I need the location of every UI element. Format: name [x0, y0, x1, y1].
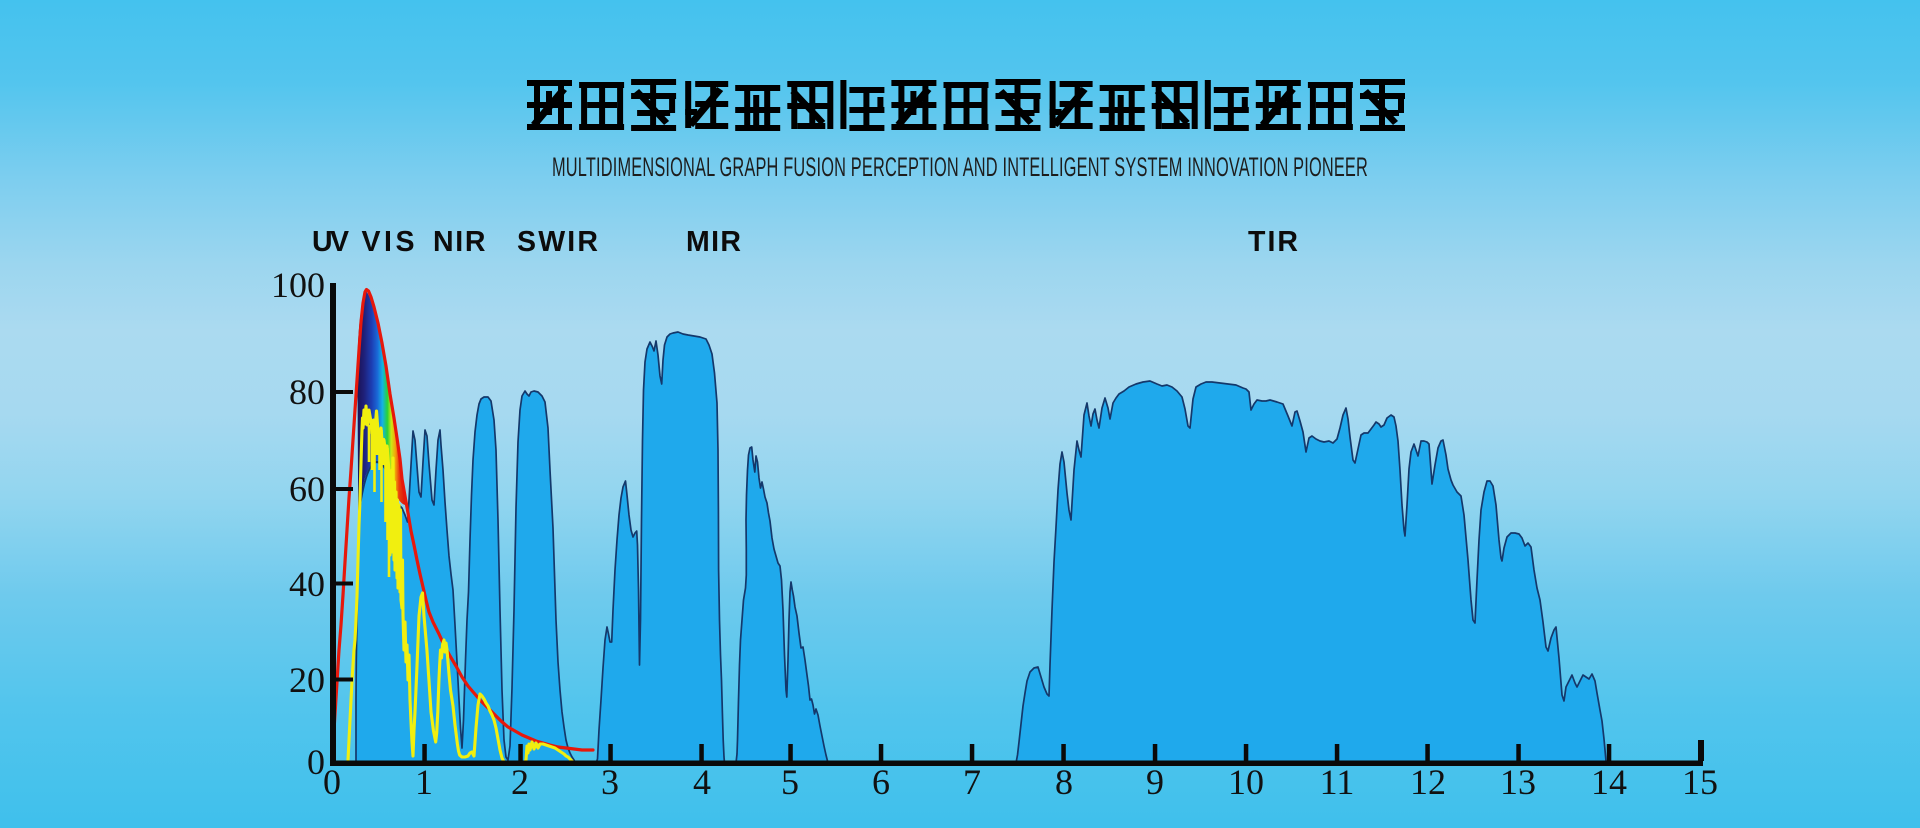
- svg-text:SWIR: SWIR: [517, 226, 599, 258]
- svg-text:3: 3: [601, 762, 619, 802]
- svg-text:20: 20: [289, 660, 325, 700]
- svg-text:5: 5: [781, 762, 799, 802]
- svg-text:9: 9: [1146, 762, 1164, 802]
- svg-text:0: 0: [323, 762, 341, 802]
- svg-text:10: 10: [1228, 762, 1264, 802]
- svg-text:2: 2: [511, 762, 529, 802]
- svg-text:NIR: NIR: [433, 226, 487, 258]
- svg-text:VIS: VIS: [362, 226, 416, 258]
- svg-text:12: 12: [1410, 762, 1446, 802]
- svg-text:7: 7: [963, 762, 981, 802]
- svg-text:40: 40: [289, 564, 325, 604]
- svg-text:13: 13: [1500, 762, 1536, 802]
- svg-text:80: 80: [289, 372, 325, 412]
- svg-text:MIR: MIR: [686, 226, 742, 258]
- svg-text:11: 11: [1320, 762, 1355, 802]
- svg-text:14: 14: [1591, 762, 1627, 802]
- svg-text:6: 6: [872, 762, 890, 802]
- svg-text:60: 60: [289, 469, 325, 509]
- svg-text:8: 8: [1055, 762, 1073, 802]
- svg-text:UV: UV: [312, 226, 350, 258]
- svg-text:TIR: TIR: [1248, 226, 1299, 258]
- svg-text:15: 15: [1682, 762, 1718, 802]
- svg-text:4: 4: [693, 762, 711, 802]
- svg-text:1: 1: [415, 762, 433, 802]
- svg-text:0: 0: [307, 742, 325, 782]
- svg-text:MULTIDIMENSIONAL GRAPH FUSION: MULTIDIMENSIONAL GRAPH FUSION PERCEPTION…: [552, 152, 1368, 182]
- svg-text:100: 100: [271, 265, 325, 305]
